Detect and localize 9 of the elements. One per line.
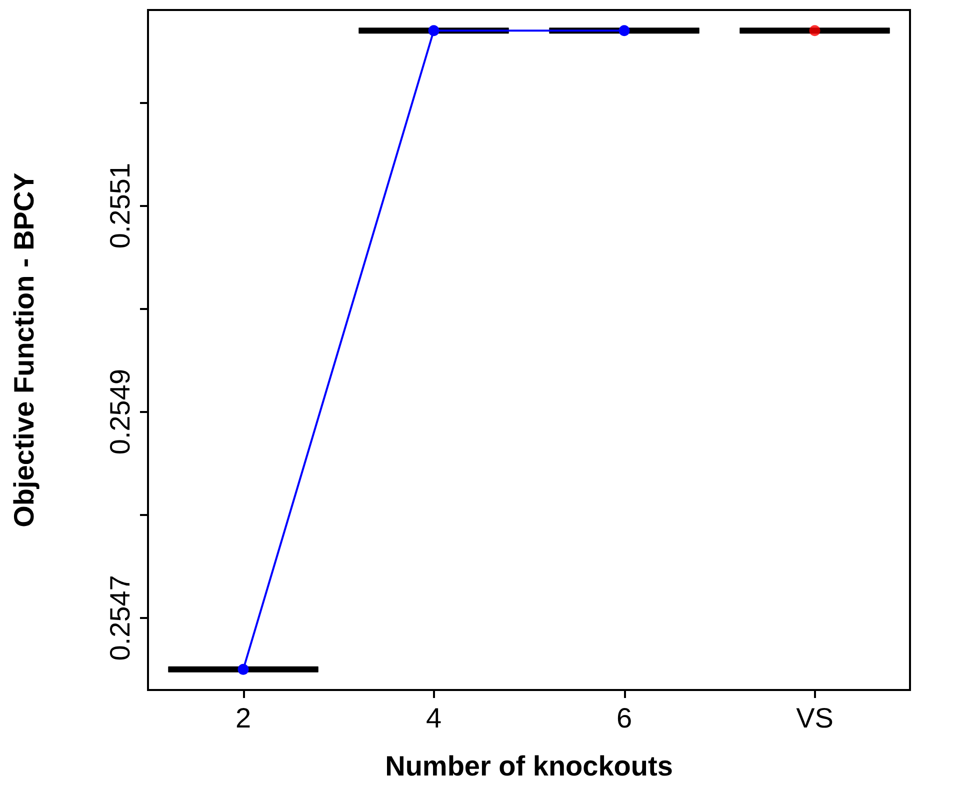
x-tick-label: 4: [426, 702, 442, 734]
x-tick-label: VS: [796, 702, 834, 734]
x-tick-label: 6: [616, 702, 632, 734]
x-tick-label: 2: [235, 702, 252, 734]
y-tick-label: 0.2547: [104, 575, 136, 661]
y-tick-label: 0.2551: [104, 162, 136, 249]
x-axis-title: Number of knockouts: [385, 750, 673, 782]
y-tick-label: 0.2549: [104, 369, 136, 455]
y-axis-title: Objective Function - BPCY: [8, 172, 40, 528]
